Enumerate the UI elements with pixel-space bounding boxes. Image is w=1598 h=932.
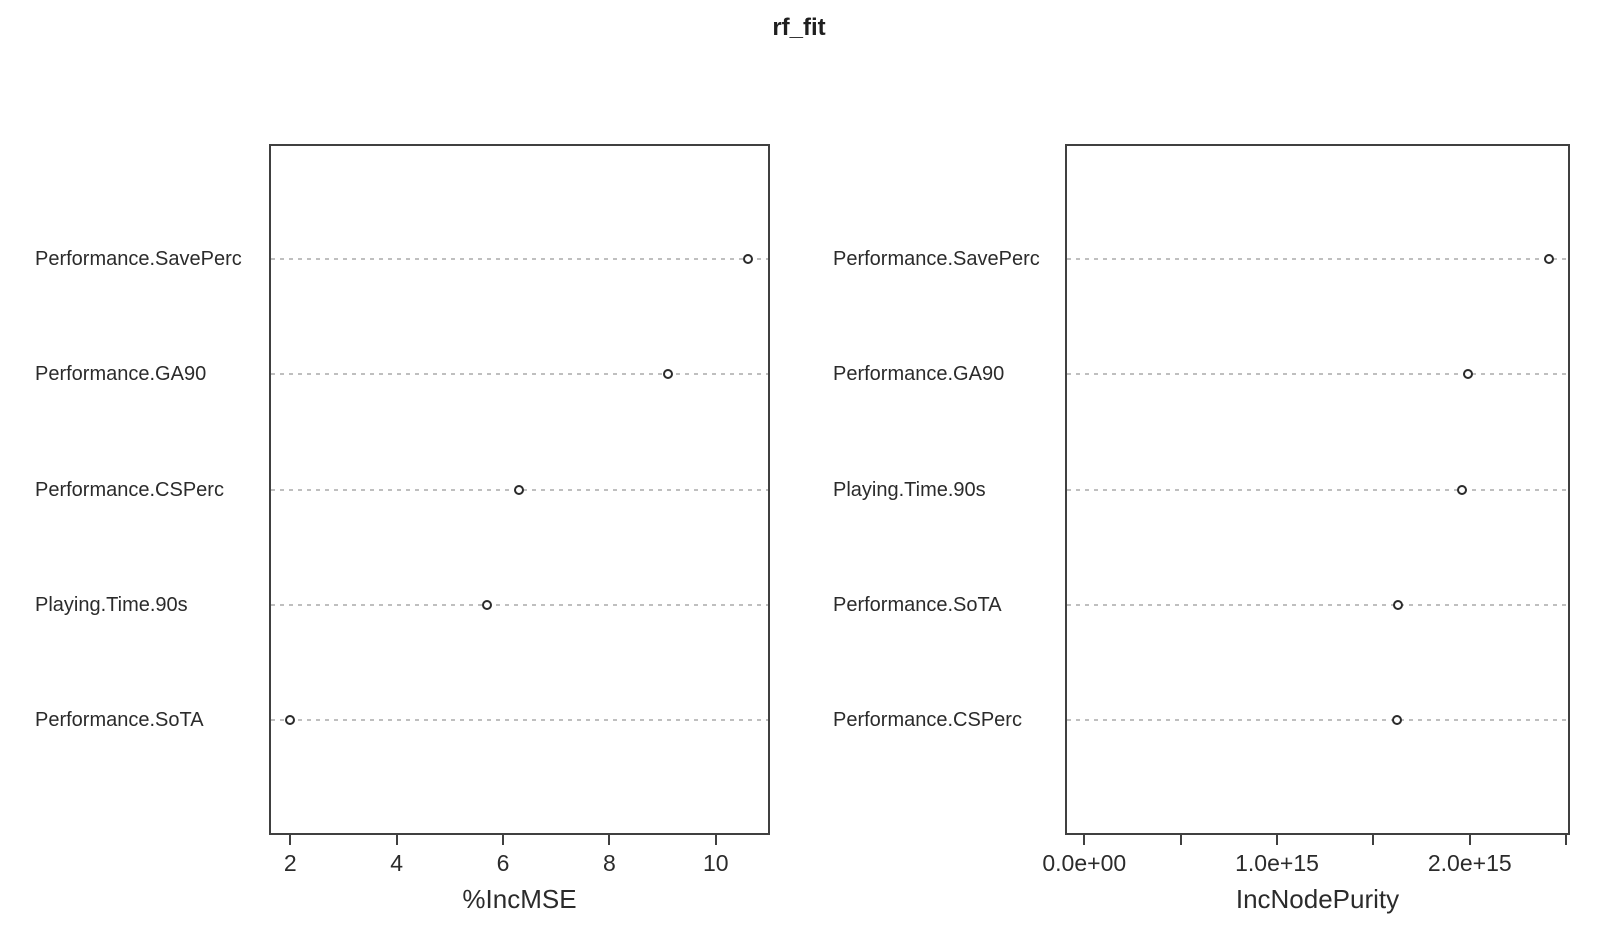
- gridline: [1067, 258, 1568, 261]
- gridline: [1067, 603, 1568, 606]
- x-tick-label: 4: [390, 850, 404, 876]
- x-tick-label: 6: [496, 850, 510, 876]
- x-axis-tick: [502, 835, 504, 845]
- gridline: [271, 373, 768, 376]
- x-axis-tick: [1565, 835, 1568, 845]
- x-axis-title: IncNodePurity: [1235, 884, 1400, 914]
- data-point: [1393, 599, 1404, 610]
- gridline: [1067, 373, 1568, 376]
- plot-box: [1065, 144, 1570, 835]
- x-axis-tick: [714, 835, 717, 845]
- row-label: Performance.CSPerc: [35, 478, 224, 501]
- gridline: [1067, 488, 1568, 491]
- x-tick-label: 2: [283, 850, 297, 876]
- row-label: Performance.GA90: [833, 363, 1005, 386]
- x-axis-tick: [1372, 835, 1375, 845]
- x-tick-label: 1.0e+15: [1235, 850, 1319, 876]
- data-point: [1543, 254, 1554, 265]
- plot-box: [269, 144, 770, 835]
- gridline: [1067, 718, 1568, 721]
- data-point: [285, 714, 296, 725]
- x-axis-tick: [1083, 835, 1086, 845]
- x-tick-label: 10: [702, 850, 729, 876]
- x-axis-title: %IncMSE: [462, 884, 577, 914]
- row-label: Performance.SavePerc: [35, 248, 242, 271]
- row-label: Performance.GA90: [35, 363, 207, 386]
- data-point: [662, 369, 673, 380]
- row-label: Performance.SoTA: [833, 593, 1002, 616]
- x-tick-label: 2.0e+15: [1427, 850, 1512, 876]
- data-point: [513, 484, 524, 495]
- x-tick-label: 8: [602, 850, 616, 876]
- data-point: [1462, 369, 1473, 380]
- x-axis-tick: [1179, 835, 1182, 845]
- gridline: [271, 258, 768, 261]
- row-label: Performance.SavePerc: [833, 248, 1040, 271]
- row-label: Performance.CSPerc: [833, 708, 1022, 731]
- data-point: [742, 254, 753, 265]
- row-label: Performance.SoTA: [35, 708, 204, 731]
- data-point: [1391, 714, 1402, 725]
- gridline: [271, 603, 768, 606]
- x-axis-tick: [608, 835, 611, 845]
- x-axis-tick: [289, 835, 292, 845]
- row-label: Playing.Time.90s: [833, 478, 986, 501]
- data-point: [1457, 484, 1468, 495]
- x-axis-tick: [1468, 835, 1471, 845]
- data-point: [482, 599, 493, 610]
- x-axis-tick: [395, 835, 398, 845]
- gridline: [271, 718, 768, 721]
- x-tick-label: 0.0e+00: [1042, 850, 1127, 876]
- row-label: Playing.Time.90s: [35, 593, 188, 616]
- x-axis-tick: [1276, 835, 1279, 845]
- figure-title: rf_fit: [772, 14, 826, 41]
